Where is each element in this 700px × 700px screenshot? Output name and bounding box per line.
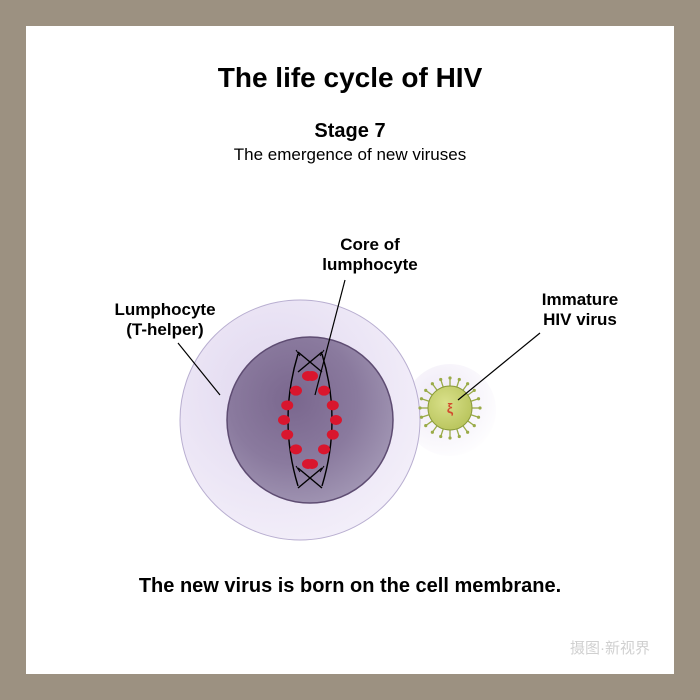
watermark-text: 摄图·新视界	[570, 637, 650, 658]
bottom-caption: The new virus is born on the cell membra…	[0, 575, 700, 598]
stage-subtitle: The emergence of new viruses	[0, 145, 700, 165]
outer-frame: The life cycle of HIV Stage 7 The emerge…	[0, 0, 700, 700]
label-immature: ImmatureHIV virus	[510, 290, 650, 331]
diagram-title: The life cycle of HIV	[0, 62, 700, 94]
label-thelper: Lumphocyte(T-helper)	[90, 300, 240, 341]
label-core: Core oflumphocyte	[300, 235, 440, 276]
stage-label: Stage 7	[0, 120, 700, 143]
